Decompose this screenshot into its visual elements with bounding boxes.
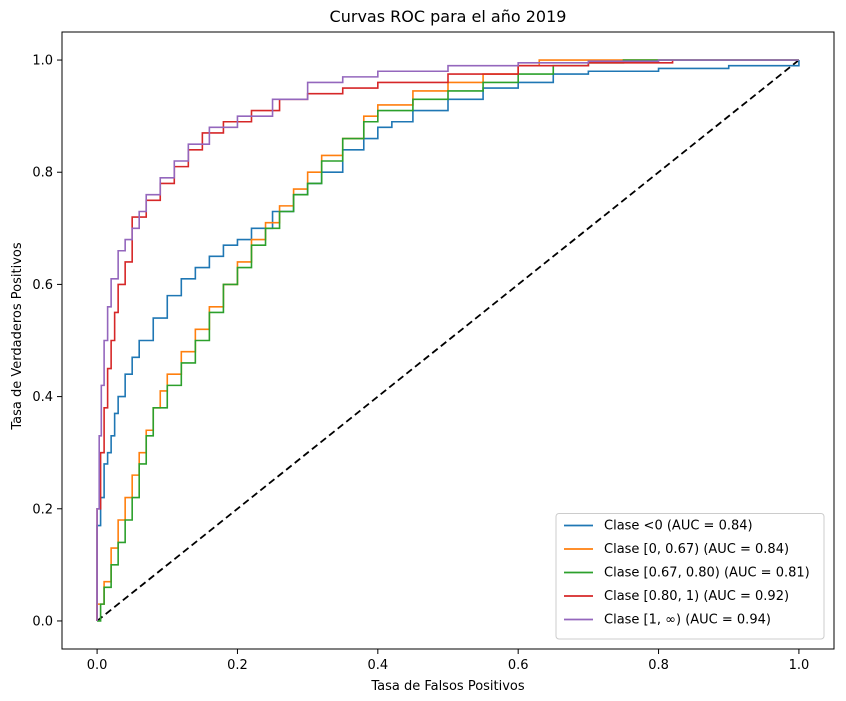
legend: Clase <0 (AUC = 0.84) Clase [0, 0.67) (AU… (555, 513, 825, 640)
x-tick-label: 0.6 (508, 658, 529, 673)
roc-curve-series-5 (96, 59, 799, 621)
y-tick-label: 0.4 (32, 390, 53, 405)
roc-curve-series-1 (96, 60, 800, 621)
y-axis: 0.0 0.2 0.4 0.6 0.8 1.0 (32, 54, 62, 629)
plot-frame (61, 31, 835, 650)
chart-title: Curvas ROC para el año 2019 (330, 7, 567, 26)
x-tick-label: 1.0 (789, 658, 810, 673)
roc-curve-series-3 (97, 59, 799, 622)
legend-entry: Clase [0.67, 0.80) (AUC = 0.81) (604, 566, 810, 581)
x-tick-label: 0.8 (648, 658, 669, 673)
x-tick-label: 0.2 (227, 658, 248, 673)
y-tick-label: 0.8 (32, 166, 53, 181)
y-tick-label: 0.2 (32, 502, 53, 517)
legend-entry: Clase [1, ∞) (AUC = 0.94) (604, 613, 771, 628)
y-tick-label: 0.0 (32, 614, 53, 629)
plot-area (96, 59, 800, 622)
legend-entry: Clase [0.80, 1) (AUC = 0.92) (604, 589, 789, 604)
x-axis: 0.0 0.2 0.4 0.6 0.8 1.0 (87, 649, 810, 673)
x-tick-label: 0.4 (367, 658, 388, 673)
y-tick-label: 1.0 (32, 54, 53, 69)
y-axis-label: Tasa de Verdaderos Positivos (10, 242, 25, 430)
y-tick-label: 0.6 (32, 278, 53, 293)
x-axis-label: Tasa de Falsos Positivos (370, 679, 525, 694)
legend-entry: Clase <0 (AUC = 0.84) (604, 519, 753, 534)
legend-box (555, 513, 825, 640)
legend-entry: Clase [0, 0.67) (AUC = 0.84) (604, 542, 789, 557)
x-tick-label: 0.0 (87, 658, 108, 673)
diagonal-reference-line (96, 59, 800, 622)
